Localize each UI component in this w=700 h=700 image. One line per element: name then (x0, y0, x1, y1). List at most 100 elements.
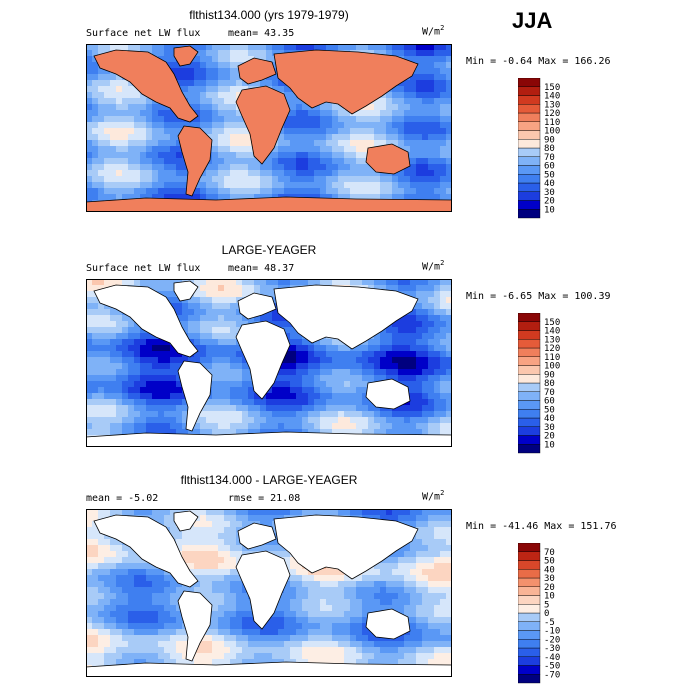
field-cell (170, 291, 176, 297)
field-cell (230, 285, 236, 291)
field-cell (116, 188, 122, 194)
field-cell (326, 635, 332, 641)
field-cell (434, 423, 440, 429)
field-cell (290, 176, 296, 182)
field-cell (224, 575, 230, 581)
field-cell (302, 176, 308, 182)
field-cell (110, 44, 116, 50)
field-cell (392, 122, 398, 128)
field-cell (428, 291, 434, 297)
field-cell (326, 575, 332, 581)
field-cell (152, 50, 158, 56)
field-cell (308, 164, 314, 170)
field-cell (170, 533, 176, 539)
field-cell (446, 134, 452, 140)
field-cell (242, 509, 248, 515)
field-cell (224, 587, 230, 593)
map-field (86, 509, 452, 677)
field-cell (86, 68, 92, 74)
field-cell (170, 509, 176, 515)
field-cell (164, 617, 170, 623)
field-cell (194, 98, 200, 104)
field-cell (326, 411, 332, 417)
field-cell (422, 417, 428, 423)
field-cell (392, 515, 398, 521)
field-cell (224, 387, 230, 393)
field-cell (236, 629, 242, 635)
field-cell (146, 369, 152, 375)
field-cell (296, 122, 302, 128)
field-cell (428, 593, 434, 599)
field-cell (326, 387, 332, 393)
field-cell (206, 405, 212, 411)
field-cell (116, 122, 122, 128)
field-cell (128, 44, 134, 50)
field-cell (224, 405, 230, 411)
field-cell (92, 599, 98, 605)
field-cell (152, 423, 158, 429)
field-cell (392, 575, 398, 581)
field-cell (236, 611, 242, 617)
field-cell (284, 381, 290, 387)
colorbar-tick-label: 150 (544, 318, 560, 328)
field-cell (230, 593, 236, 599)
field-cell (158, 182, 164, 188)
field-cell (440, 351, 446, 357)
field-cell (440, 539, 446, 545)
field-cell (206, 128, 212, 134)
field-cell (110, 629, 116, 635)
field-cell (146, 98, 152, 104)
field-cell (422, 405, 428, 411)
field-cell (392, 86, 398, 92)
field-cell (296, 581, 302, 587)
field-cell (404, 369, 410, 375)
field-cell (212, 533, 218, 539)
field-cell (326, 158, 332, 164)
field-cell (350, 194, 356, 200)
field-cell (188, 309, 194, 315)
field-cell (206, 44, 212, 50)
field-cell (446, 605, 452, 611)
field-cell (386, 569, 392, 575)
field-cell (320, 110, 326, 116)
field-cell (338, 423, 344, 429)
field-cell (236, 539, 242, 545)
field-cell (338, 110, 344, 116)
field-cell (392, 285, 398, 291)
field-cell (434, 80, 440, 86)
field-cell (290, 417, 296, 423)
field-cell (230, 152, 236, 158)
field-cell (428, 417, 434, 423)
field-cell (164, 182, 170, 188)
field-cell (434, 92, 440, 98)
field-cell (104, 381, 110, 387)
field-cell (170, 279, 176, 285)
field-cell (422, 429, 428, 435)
field-cell (164, 363, 170, 369)
field-cell (158, 405, 164, 411)
field-cell (332, 423, 338, 429)
field-cell (434, 291, 440, 297)
field-cell (92, 581, 98, 587)
field-cell (428, 164, 434, 170)
field-cell (140, 158, 146, 164)
field-cell (374, 122, 380, 128)
field-cell (398, 345, 404, 351)
field-cell (92, 381, 98, 387)
field-cell (380, 122, 386, 128)
field-cell (158, 128, 164, 134)
field-cell (446, 62, 452, 68)
field-cell (410, 152, 416, 158)
field-cell (290, 116, 296, 122)
field-cell (404, 98, 410, 104)
field-cell (254, 623, 260, 629)
field-cell (392, 140, 398, 146)
field-cell (428, 557, 434, 563)
field-cell (416, 429, 422, 435)
field-cell (140, 635, 146, 641)
field-cell (242, 647, 248, 653)
field-cell (368, 194, 374, 200)
field-cell (230, 357, 236, 363)
field-cell (224, 515, 230, 521)
field-cell (428, 563, 434, 569)
